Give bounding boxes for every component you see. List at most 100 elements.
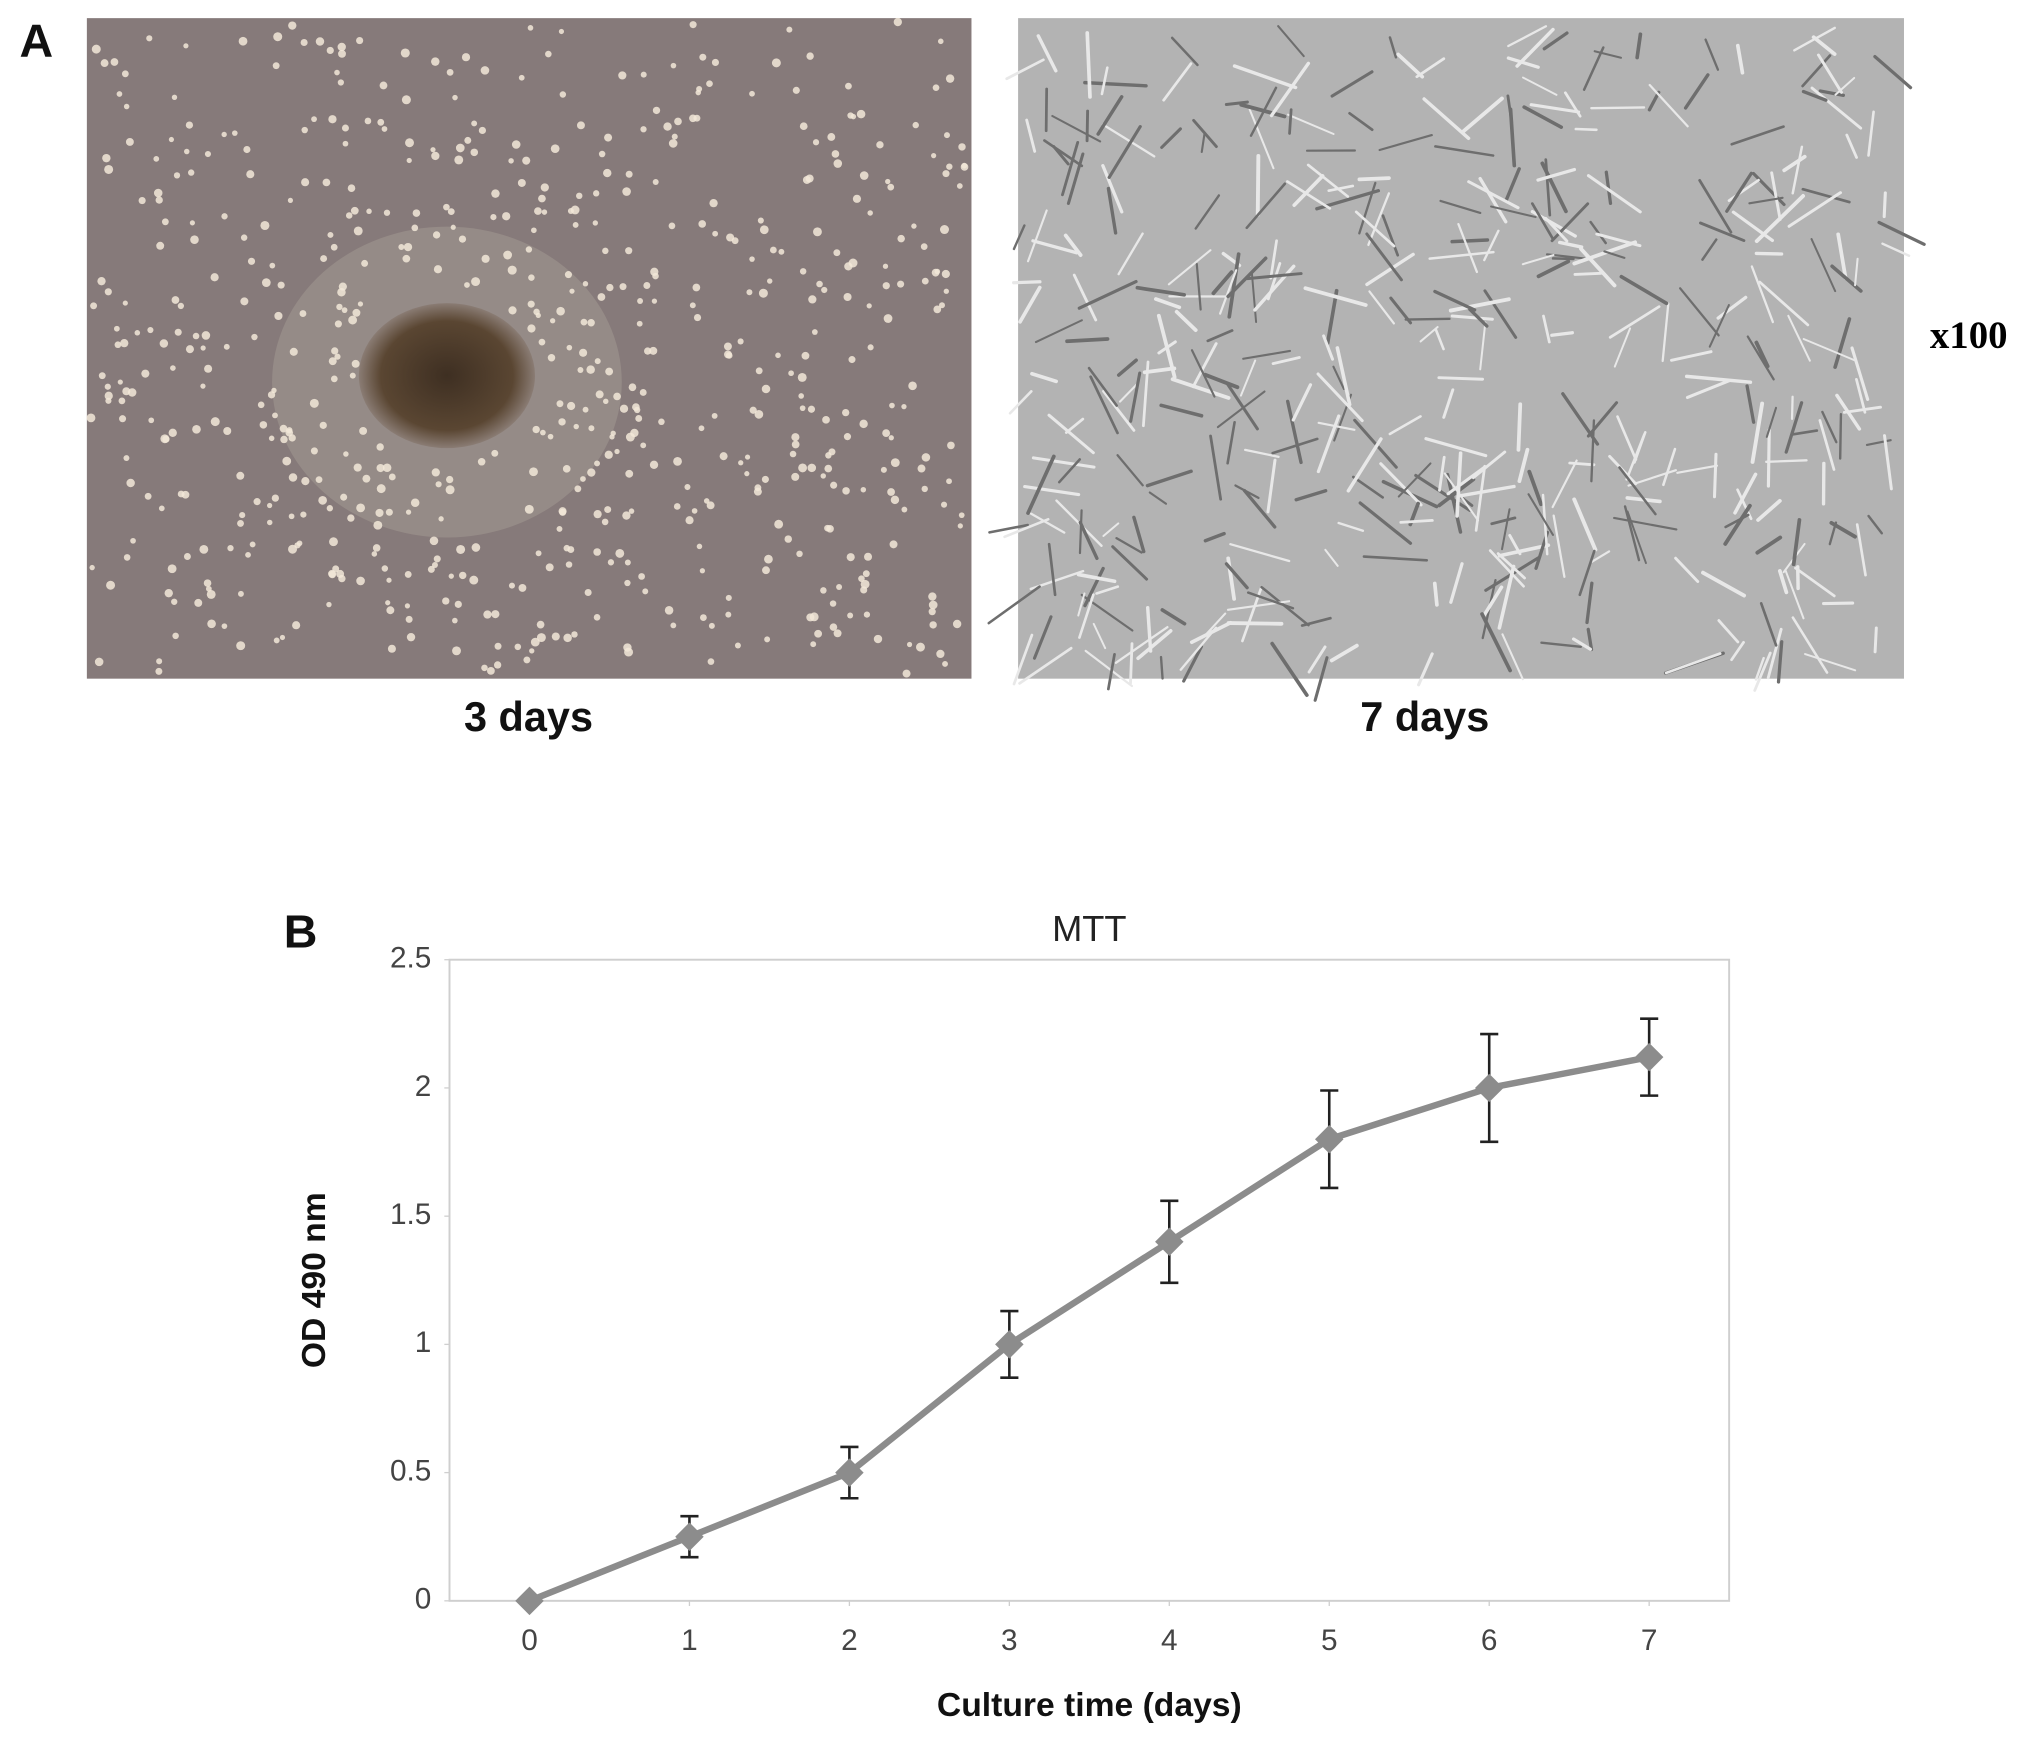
cell [432, 231, 441, 239]
cell [1586, 174, 1642, 214]
cell [908, 381, 917, 391]
cell [204, 364, 213, 373]
cell [767, 278, 773, 284]
cell [123, 103, 130, 110]
cell [1358, 501, 1413, 545]
cell [431, 561, 438, 568]
cell [1245, 182, 1287, 230]
marker [1474, 1073, 1504, 1103]
cell [663, 122, 672, 131]
cell [1835, 393, 1862, 431]
cell [624, 559, 631, 566]
cell [1306, 163, 1350, 198]
cell [1292, 174, 1325, 207]
cell [826, 525, 834, 533]
cell [1434, 145, 1495, 157]
cell [698, 220, 707, 228]
cell [405, 138, 414, 148]
cell [330, 243, 338, 251]
cell [529, 648, 535, 654]
cell [1337, 521, 1365, 532]
cell [348, 315, 358, 325]
cell [1698, 178, 1733, 234]
cell [570, 205, 580, 215]
cell [116, 91, 123, 97]
cell [719, 452, 728, 461]
cell [931, 153, 937, 159]
cell [1449, 562, 1464, 604]
cell [1203, 372, 1240, 390]
cell [1873, 626, 1878, 654]
cell [406, 632, 416, 642]
cell [946, 478, 952, 485]
cell [933, 305, 942, 314]
cell [1558, 240, 1584, 249]
cell [1572, 497, 1598, 552]
cell [1096, 95, 1124, 136]
cell [223, 427, 232, 436]
cell [1550, 202, 1590, 243]
cell [447, 208, 455, 216]
cell [490, 214, 497, 221]
cell [433, 265, 443, 274]
cell [1365, 232, 1403, 282]
cell [1083, 566, 1105, 608]
cell [203, 579, 212, 587]
cell [692, 283, 701, 292]
cell [337, 288, 346, 297]
cell [289, 347, 298, 356]
cell [1129, 371, 1142, 423]
cell [1428, 250, 1495, 260]
cell [376, 443, 384, 451]
cell [811, 329, 818, 335]
cell [1148, 491, 1168, 505]
cell [326, 46, 334, 55]
cell [952, 619, 962, 629]
cell [442, 597, 450, 605]
cell [813, 227, 822, 237]
cell [1270, 641, 1309, 697]
cell [1095, 585, 1120, 595]
cell [614, 448, 620, 455]
cell [1544, 216, 1569, 243]
cell [239, 511, 246, 519]
cell [1437, 477, 1476, 508]
cell [301, 477, 310, 486]
cell [791, 433, 800, 442]
cell [272, 62, 280, 70]
cell [637, 298, 644, 304]
cell [1117, 232, 1144, 276]
cell [744, 471, 750, 477]
cell [1648, 83, 1689, 128]
cell [1457, 484, 1516, 498]
cell [206, 589, 216, 599]
cell [320, 255, 328, 263]
cell [540, 183, 549, 192]
cell [309, 398, 319, 408]
cell [928, 608, 936, 616]
cell [798, 463, 808, 473]
cell [337, 42, 346, 52]
cell [300, 511, 307, 518]
cell [822, 415, 830, 424]
cell [1504, 167, 1521, 203]
cell [651, 298, 658, 304]
cell [796, 550, 803, 558]
cell [1461, 96, 1504, 134]
cell [375, 508, 384, 517]
cell [1754, 251, 1784, 256]
cell [1211, 270, 1234, 296]
cell [359, 426, 368, 435]
cell [1266, 458, 1277, 514]
cell [452, 617, 458, 624]
cell [110, 58, 119, 66]
cell [1092, 622, 1107, 650]
cell [603, 398, 609, 405]
cell [1704, 38, 1720, 71]
cell [491, 189, 500, 198]
cell [1354, 210, 1396, 248]
cell [1582, 46, 1605, 91]
cell [373, 520, 383, 530]
cell [328, 357, 337, 366]
cell [435, 481, 442, 488]
